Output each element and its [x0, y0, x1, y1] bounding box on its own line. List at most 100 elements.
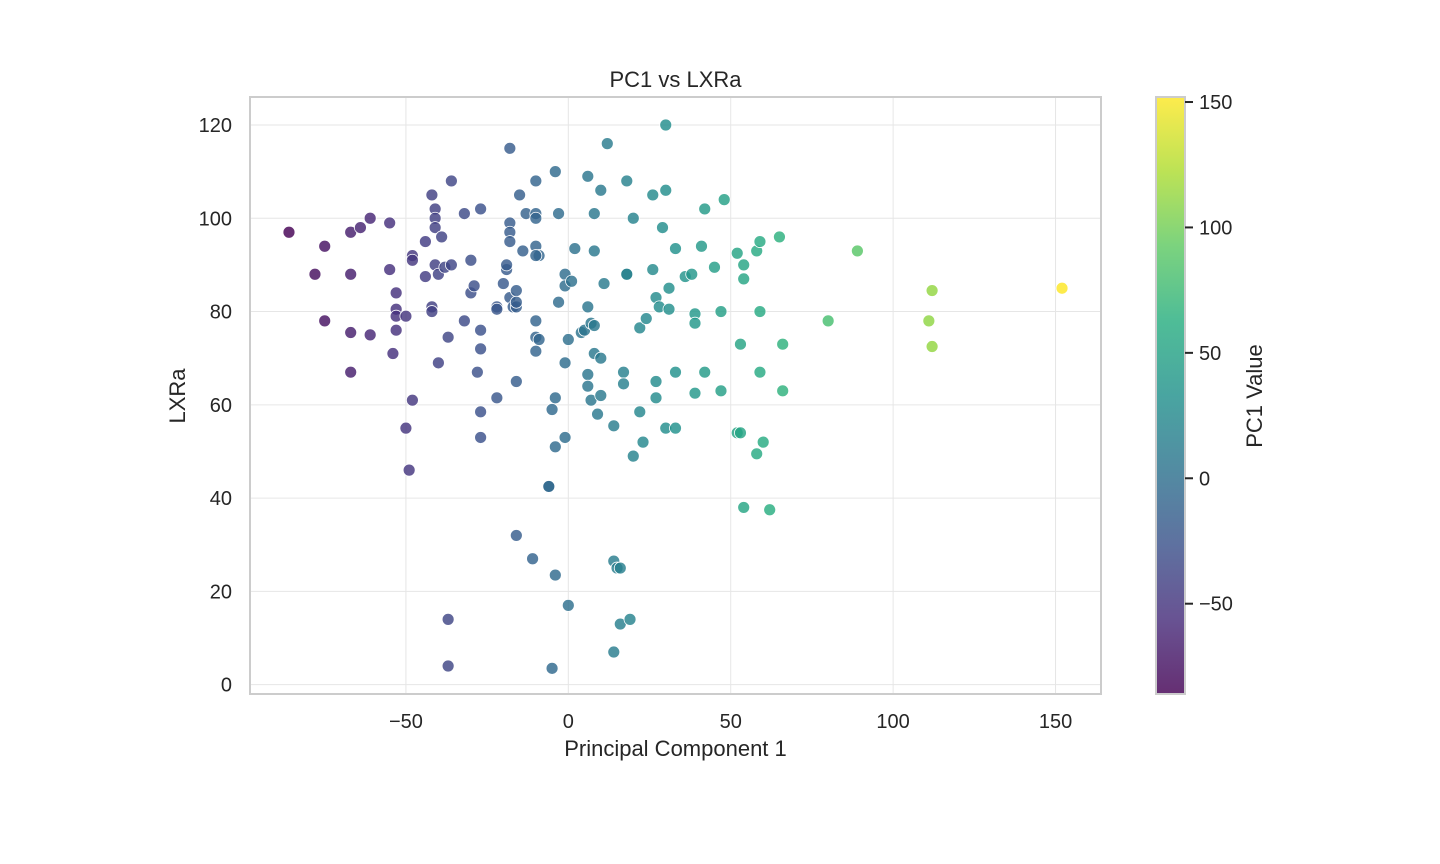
scatter-point	[500, 258, 513, 272]
scatter-point	[386, 347, 400, 360]
scatter-point	[594, 351, 608, 365]
scatter-point	[669, 242, 682, 255]
scatter-point	[344, 326, 358, 339]
scatter-point	[354, 221, 367, 234]
scatter-point	[548, 391, 562, 405]
x-tick-label: 50	[720, 711, 742, 733]
scatter-point	[669, 365, 682, 379]
scatter-point	[922, 314, 936, 328]
chart-title: PC1 vs LXRa	[609, 67, 742, 92]
scatter-point	[750, 447, 764, 461]
scatter-point	[626, 211, 640, 225]
scatter-point	[669, 421, 682, 435]
scatter-point	[620, 174, 634, 188]
y-tick-labels: 0 20 40 60 80 100 120	[199, 115, 232, 697]
scatter-point	[406, 253, 419, 267]
scatter-point	[431, 356, 445, 370]
scatter-point	[496, 277, 510, 290]
x-tick-label: −50	[389, 711, 423, 733]
scatter-point	[581, 368, 595, 381]
scatter-point	[607, 645, 621, 659]
x-grid	[405, 97, 1057, 694]
y-grid	[250, 124, 1101, 686]
scatter-point	[402, 463, 416, 477]
scatter-point	[399, 309, 413, 323]
scatter-point	[509, 284, 523, 297]
scatter-point	[649, 375, 663, 388]
scatter-point	[363, 328, 377, 342]
scatter-point	[516, 244, 530, 258]
scatter-point	[636, 435, 650, 449]
scatter-point	[925, 284, 939, 297]
scatter-point	[441, 612, 455, 626]
scatter-point	[435, 230, 449, 244]
scatter-point	[737, 272, 751, 286]
scatter-point	[509, 295, 523, 309]
colorbar-frame	[1155, 96, 1186, 695]
scatter-point	[457, 207, 471, 221]
scatter-point	[344, 365, 358, 379]
scatter-point	[633, 321, 647, 335]
scatter-point	[714, 384, 728, 398]
scatter-point	[776, 337, 790, 351]
scatter-point	[620, 267, 634, 281]
scatter-point	[490, 391, 504, 405]
scatter-point	[425, 305, 439, 318]
scatter-point	[529, 344, 543, 358]
scatter-point	[509, 375, 523, 388]
scatter-point	[490, 302, 504, 316]
scatter-point	[659, 118, 673, 132]
colorbar-label: PC1 Value	[1242, 344, 1267, 448]
x-tick-label: 0	[563, 711, 574, 733]
scatter-point	[594, 389, 608, 402]
x-tick-label: 100	[876, 711, 909, 733]
colorbar-ticks: −50 0 50 100 150	[1185, 92, 1233, 616]
scatter-point	[617, 377, 630, 391]
scatter-point	[418, 235, 432, 248]
scatter-point	[318, 314, 332, 328]
scatter-point	[656, 221, 669, 234]
scatter-point	[552, 207, 565, 221]
scatter-point	[737, 501, 751, 514]
scatter-point	[633, 405, 647, 419]
scatter-point	[600, 137, 614, 151]
scatter-point	[662, 281, 676, 295]
scatter-point	[581, 300, 595, 314]
scatter-point	[688, 316, 702, 330]
y-tick-label: 120	[199, 115, 232, 137]
scatter-point	[587, 207, 601, 221]
scatter-point	[717, 193, 731, 207]
scatter-point	[734, 426, 747, 440]
scatter-point	[708, 260, 721, 274]
scatter-point	[568, 242, 582, 255]
x-tick-label: 150	[1039, 711, 1072, 733]
scatter-point	[318, 239, 332, 253]
scatter-point	[282, 225, 296, 239]
colorbar-tick-label: 0	[1199, 468, 1210, 490]
scatter-point	[581, 169, 595, 183]
scatter-point	[587, 244, 601, 258]
scatter-point	[389, 286, 403, 300]
scatter-point	[513, 188, 526, 202]
scatter-point	[464, 253, 478, 267]
scatter-point	[617, 365, 630, 379]
colorbar-gradient	[1156, 97, 1185, 694]
scatter-point	[444, 174, 458, 188]
scatter-point	[474, 405, 488, 419]
scatter-point	[457, 314, 471, 328]
y-tick-label: 100	[199, 208, 232, 230]
scatter-point	[695, 239, 708, 253]
scatter-point	[737, 258, 751, 272]
scatter-point	[776, 384, 790, 398]
scatter-point	[383, 216, 397, 230]
colorbar-tick-label: 100	[1199, 217, 1232, 239]
scatter-point	[503, 235, 517, 248]
scatter-point	[753, 305, 767, 318]
scatter-point	[529, 314, 543, 328]
scatter-point	[734, 337, 747, 351]
scatter-point	[399, 421, 413, 435]
scatter-point	[581, 379, 595, 393]
scatter-point	[444, 258, 458, 272]
scatter-point	[561, 333, 575, 346]
